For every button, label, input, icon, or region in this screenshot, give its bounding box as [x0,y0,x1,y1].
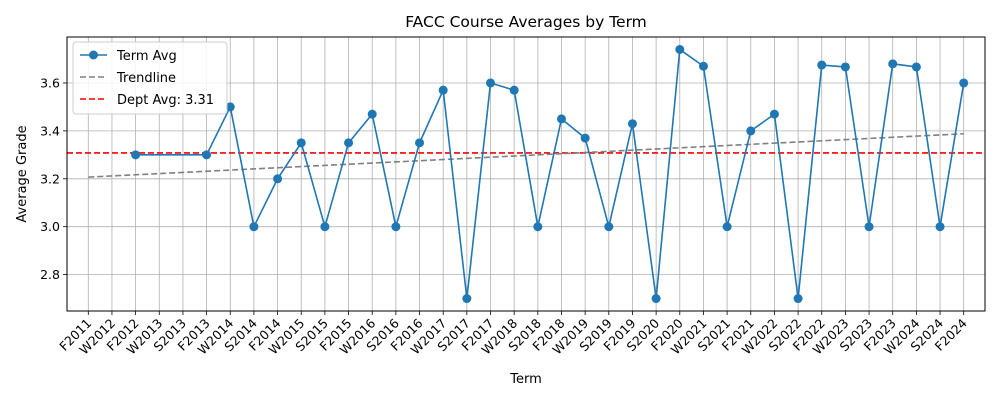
term-avg-point [344,138,354,148]
term-avg-point [627,119,637,129]
term-avg-point [817,60,827,70]
reference-lines [67,132,985,178]
x-axis-ticks: F2011W2012F2012W2013S2013F2013W2014S2014… [56,311,970,357]
term-avg-point [438,85,448,95]
legend: Term Avg Trendline Dept Avg: 3.31 [72,41,228,115]
term-avg-point [793,294,803,304]
y-tick-label: 3.2 [40,171,60,186]
plot-border [66,36,986,312]
legend-term-avg-label: Term Avg [116,49,177,64]
chart-title: FACC Course Averages by Term [405,13,647,31]
term-avg-point [320,222,330,232]
term-avg-point [131,150,141,160]
term-avg-point [556,114,566,124]
y-tick-label: 3.4 [40,123,60,138]
term-avg-point [462,294,472,304]
term-avg-point [296,138,306,148]
term-avg-point [840,62,850,72]
term-avg-point [935,222,945,232]
term-avg-point [509,85,519,95]
term-avg-point [698,61,708,71]
legend-trendline-label: Trendline [116,71,176,86]
term-avg-point [415,138,425,148]
legend-dept-avg-label: Dept Avg: 3.31 [117,93,214,108]
term-avg-point [769,109,779,119]
term-avg-point [651,294,661,304]
term-avg-point [888,59,898,69]
term-avg-point [225,102,235,112]
term-avg-point [675,44,685,54]
term-avg-point [959,78,969,88]
term-avg-point [486,78,496,88]
y-axis-ticks: 2.8 3.0 3.2 3.4 3.6 [40,75,67,282]
term-avg-line [135,48,965,300]
term-avg-point [864,222,874,232]
term-avg-point [249,222,259,232]
legend-box [72,41,228,115]
y-tick-label: 3.0 [40,219,60,234]
term-avg-point [580,133,590,143]
y-axis-title: Average Grade [15,125,30,222]
term-avg-point [202,150,212,160]
term-avg-point [722,222,732,232]
term-avg-point [911,62,921,72]
term-avg-point [273,174,283,184]
series [131,44,969,304]
trendline [88,132,964,178]
term-avg-point [367,109,377,119]
x-axis-title: Term [509,372,542,387]
term-avg-point [746,126,756,136]
legend-term-avg-marker [89,50,98,60]
y-tick-label: 2.8 [40,267,60,282]
term-avg-point [391,222,401,232]
term-avg-point [604,222,614,232]
term-avg-point [533,222,543,232]
y-tick-label: 3.6 [40,75,60,90]
